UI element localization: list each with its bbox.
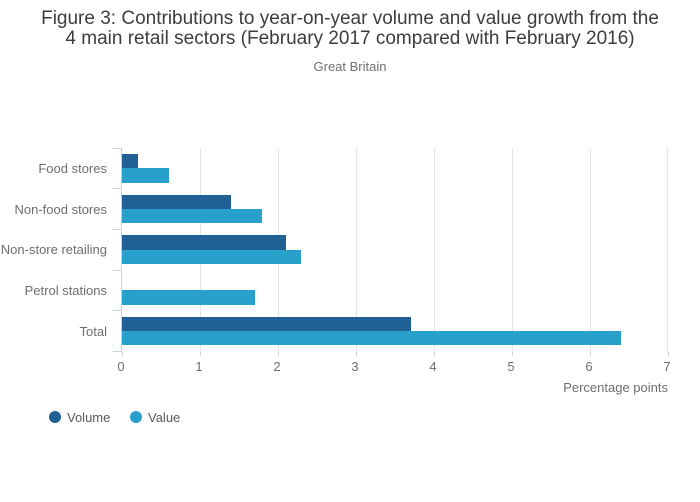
category-label-food-stores: Food stores: [38, 160, 107, 176]
x-axis-tick-1: [199, 351, 201, 356]
x-axis-title: Percentage points: [563, 380, 668, 395]
x-axis-tick-7: [667, 351, 669, 356]
chart-title: Figure 3: Contributions to year-on-year …: [0, 9, 700, 49]
bar-value-total: [122, 331, 622, 346]
plot-area: [113, 147, 669, 356]
x-axis-tick-5: [511, 351, 513, 356]
x-tick-label-1: 1: [195, 359, 203, 374]
x-axis-tick-2: [277, 351, 279, 356]
x-tick-label-7: 7: [663, 359, 671, 374]
category-boundary-tick: [113, 228, 121, 230]
gridline-6: [589, 148, 591, 352]
category-label-non-food-stores: Non-food stores: [14, 201, 108, 217]
bar-value-petrol-stations: [122, 290, 255, 305]
x-axis-tick-0: [121, 351, 123, 356]
bar-volume-non-food-stores: [122, 194, 232, 210]
category-boundary-tick: [113, 351, 121, 352]
x-tick-label-0: 0: [117, 359, 125, 374]
category-boundary-tick: [113, 188, 121, 190]
chart-title-line-1: Figure 3: Contributions to year-on-year …: [41, 8, 659, 29]
gridline-4: [433, 148, 435, 352]
x-axis-tick-4: [433, 351, 435, 356]
x-axis-tick-3: [355, 351, 357, 356]
x-tick-label-5: 5: [507, 359, 515, 374]
x-tick-label-2: 2: [273, 359, 281, 374]
category-boundary-tick: [113, 269, 121, 271]
chart-subtitle: Great Britain: [313, 59, 387, 74]
gridline-5: [511, 148, 513, 352]
category-boundary-tick: [113, 147, 121, 149]
category-label-total: Total: [79, 323, 107, 339]
gridline-7: [667, 148, 668, 352]
x-tick-label-6: 6: [585, 359, 593, 374]
category-axis-labels: Food stores Non-food stores Non-store reta…: [0, 148, 107, 352]
legend-label-value: Value: [148, 409, 181, 425]
category-label-petrol-stations: Petrol stations: [24, 282, 107, 298]
chart-title-line-2: 4 main retail sectors (February 2017 com…: [65, 28, 635, 49]
x-axis-tick-6: [589, 351, 591, 356]
category-boundary-tick: [113, 310, 121, 312]
legend-label-volume: Volume: [67, 409, 111, 425]
legend-item-volume[interactable]: Volume: [49, 409, 111, 425]
x-axis-tick-labels: 0 1 2 3 4 5 6 7: [117, 359, 670, 375]
legend-item-value[interactable]: Value: [130, 409, 181, 425]
volume-legend-dot-icon: [49, 411, 61, 423]
bar-value-non-food-stores: [122, 209, 263, 224]
x-tick-label-4: 4: [429, 359, 437, 374]
x-tick-label-3: 3: [351, 359, 359, 374]
value-legend-dot-icon: [130, 411, 142, 423]
gridline-3: [355, 148, 357, 352]
category-label-non-store-retailing: Non-store retailing: [0, 242, 107, 258]
bar-volume-total: [122, 316, 411, 332]
bar-value-non-store-retailing: [122, 249, 302, 265]
bar-value-food-stores: [122, 168, 169, 183]
bar-volume-non-store-retailing: [122, 235, 286, 250]
bar-volume-food-stores: [122, 154, 138, 169]
